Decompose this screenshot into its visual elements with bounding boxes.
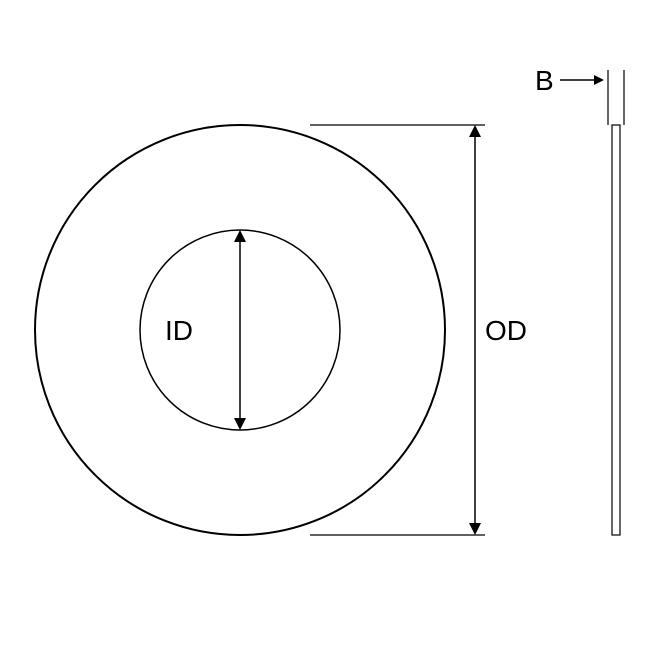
id-arrow-bottom (234, 418, 246, 430)
washer-technical-drawing: ID OD B (0, 0, 670, 670)
dimension-b: B (535, 65, 624, 125)
side-view (612, 125, 620, 535)
od-label: OD (485, 315, 527, 346)
id-arrow-top (234, 230, 246, 242)
od-arrow-bottom (469, 523, 481, 535)
side-rectangle (612, 125, 620, 535)
od-arrow-top (469, 125, 481, 137)
b-label: B (535, 65, 554, 96)
id-label: ID (165, 315, 193, 346)
dimension-od: OD (310, 125, 527, 535)
b-arrow (594, 75, 604, 85)
dimension-id: ID (165, 230, 246, 430)
